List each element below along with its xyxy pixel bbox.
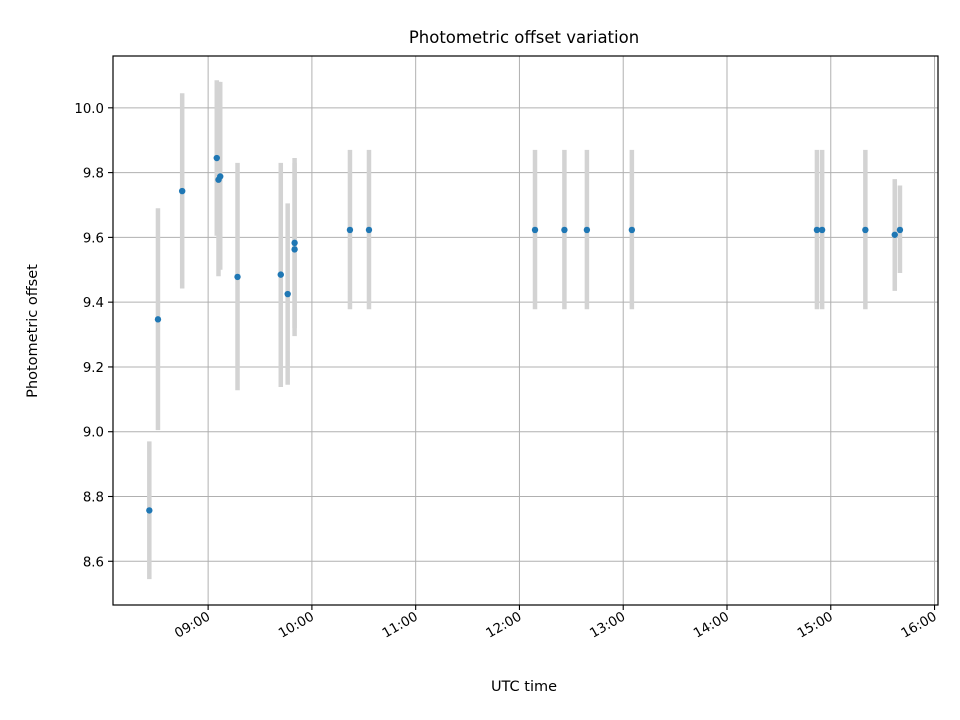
data-point: [178, 187, 186, 195]
error-bars: [147, 80, 903, 580]
data-point: [284, 290, 291, 298]
x-tick-label: 10:00: [276, 609, 317, 641]
data-point: [891, 231, 898, 238]
y-tick-label: 9.0: [83, 426, 104, 441]
data-point: [154, 316, 162, 323]
data-points: [146, 154, 904, 514]
x-tick-label: 12:00: [484, 609, 525, 641]
data-point: [291, 246, 298, 253]
y-tick-label: 8.6: [83, 555, 104, 570]
data-point: [277, 271, 284, 278]
y-tick-label: 9.2: [83, 361, 104, 376]
data-point: [146, 507, 153, 514]
grid: [113, 56, 938, 605]
x-axis-label: UTC time: [491, 679, 557, 695]
data-point: [561, 226, 568, 234]
data-point: [217, 173, 224, 180]
x-tick-label: 13:00: [588, 609, 629, 641]
x-tick-label: 09:00: [172, 609, 213, 641]
data-point: [813, 226, 821, 234]
data-point: [531, 226, 539, 234]
y-tick-label: 9.4: [83, 296, 104, 311]
x-axis-ticks: 09:00 10:00 11:00 12:00 13:00 14:00 15:00 16:00: [172, 605, 940, 642]
y-axis-ticks: 8.6 8.8 9.0 9.2 9.4 9.6 9.8 10.0: [74, 102, 113, 570]
data-point: [346, 226, 354, 234]
data-point: [234, 273, 241, 281]
y-axis-label: Photometric offset: [25, 264, 41, 398]
data-point: [291, 239, 298, 247]
data-point: [818, 226, 826, 234]
x-tick-label: 16:00: [899, 609, 940, 641]
data-point: [896, 226, 904, 234]
y-tick-label: 9.8: [83, 167, 104, 182]
data-point: [213, 154, 220, 162]
x-tick-label: 15:00: [795, 609, 836, 641]
data-point: [628, 226, 636, 234]
chart-title: Photometric offset variation: [409, 28, 639, 47]
y-tick-label: 9.6: [83, 231, 104, 246]
data-point: [862, 226, 869, 234]
y-tick-label: 8.8: [83, 490, 104, 505]
x-tick-label: 11:00: [380, 609, 421, 641]
y-tick-label: 10.0: [74, 102, 104, 117]
data-point: [365, 226, 373, 234]
data-point: [583, 226, 591, 234]
plot-frame: [112, 55, 939, 606]
x-tick-label: 14:00: [691, 609, 732, 641]
